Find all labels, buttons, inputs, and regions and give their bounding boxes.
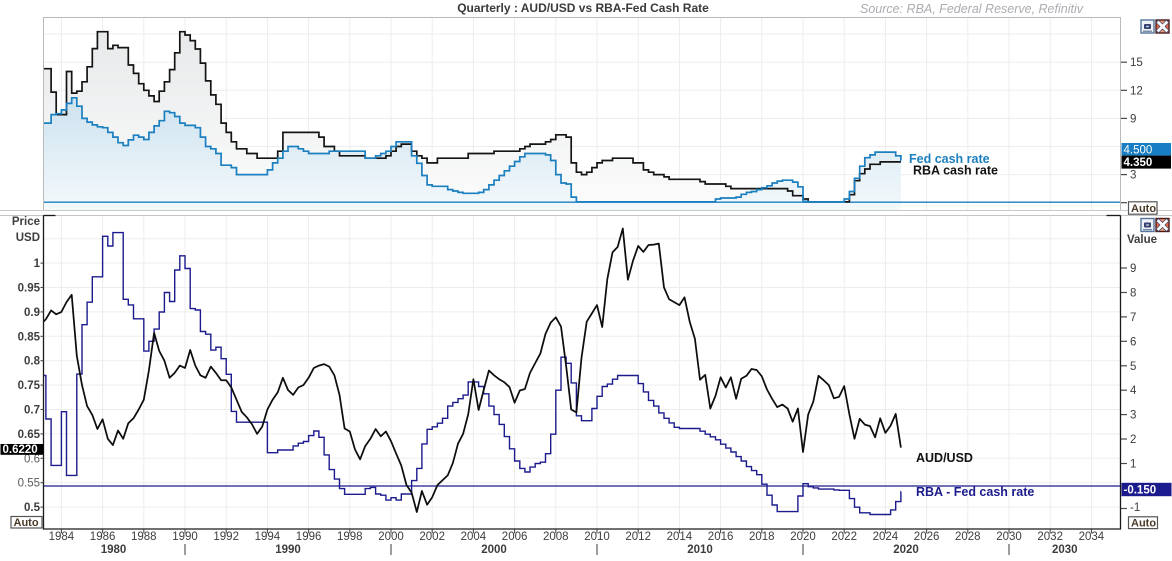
svg-text:1994: 1994 — [255, 531, 281, 543]
svg-text:2: 2 — [1130, 434, 1136, 446]
svg-text:0.5: 0.5 — [24, 502, 41, 514]
svg-text:1988: 1988 — [131, 531, 157, 543]
svg-text:AUD/USD: AUD/USD — [916, 451, 973, 465]
svg-text:Auto: Auto — [1131, 518, 1156, 530]
svg-text:4.500: 4.500 — [1124, 144, 1153, 156]
svg-text:2026: 2026 — [914, 531, 940, 543]
svg-text:2000: 2000 — [481, 544, 507, 556]
svg-text:8: 8 — [1130, 288, 1136, 300]
svg-text:RBA - Fed cash rate: RBA - Fed cash rate — [916, 485, 1034, 499]
svg-text:Source: RBA, Federal Reserve,: Source: RBA, Federal Reserve, Refinitiv — [860, 2, 1084, 16]
svg-text:2034: 2034 — [1079, 531, 1105, 543]
svg-text:4: 4 — [1130, 385, 1137, 397]
svg-text:2000: 2000 — [378, 531, 404, 543]
svg-text:2030: 2030 — [1052, 544, 1078, 556]
svg-text:Fed cash rate: Fed cash rate — [909, 152, 990, 166]
svg-text:2020: 2020 — [893, 544, 919, 556]
svg-text:15: 15 — [1130, 57, 1143, 69]
svg-text:-1: -1 — [1130, 502, 1140, 514]
svg-text:4.350: 4.350 — [1124, 157, 1153, 169]
svg-text:Auto: Auto — [1131, 203, 1156, 215]
svg-text:2014: 2014 — [667, 531, 693, 543]
svg-text:1996: 1996 — [296, 531, 322, 543]
svg-text:2016: 2016 — [708, 531, 734, 543]
svg-text:1984: 1984 — [49, 531, 75, 543]
svg-text:USD: USD — [16, 232, 40, 244]
svg-text:Price: Price — [12, 216, 40, 228]
svg-text:2010: 2010 — [687, 544, 713, 556]
svg-text:3: 3 — [1130, 410, 1136, 422]
svg-text:1990: 1990 — [172, 531, 198, 543]
svg-text:1990: 1990 — [275, 544, 301, 556]
svg-text:2012: 2012 — [625, 531, 651, 543]
svg-text:Value: Value — [1127, 234, 1157, 246]
svg-text:1: 1 — [34, 258, 41, 270]
svg-text:RBA cash rate: RBA cash rate — [913, 164, 998, 178]
svg-text:2020: 2020 — [790, 531, 816, 543]
svg-text:0.7: 0.7 — [24, 405, 40, 417]
svg-text:2030: 2030 — [996, 531, 1022, 543]
svg-text:0.6: 0.6 — [24, 453, 40, 465]
svg-text:5: 5 — [1130, 361, 1136, 373]
svg-text:0.55: 0.55 — [18, 478, 40, 490]
svg-text:6: 6 — [1130, 336, 1136, 348]
svg-text:2032: 2032 — [1037, 531, 1063, 543]
svg-text:2002: 2002 — [419, 531, 445, 543]
svg-text:-0.150: -0.150 — [1124, 485, 1157, 497]
svg-text:Auto: Auto — [14, 517, 39, 529]
svg-text:2024: 2024 — [873, 531, 899, 543]
svg-text:0.85: 0.85 — [18, 331, 41, 343]
svg-text:2004: 2004 — [461, 531, 487, 543]
svg-text:2028: 2028 — [955, 531, 981, 543]
svg-text:3: 3 — [1130, 170, 1136, 182]
svg-text:0.65: 0.65 — [18, 429, 41, 441]
svg-text:7: 7 — [1130, 312, 1136, 324]
svg-text:2006: 2006 — [502, 531, 528, 543]
svg-text:1998: 1998 — [337, 531, 363, 543]
svg-text:0.95: 0.95 — [18, 283, 41, 295]
svg-text:9: 9 — [1130, 113, 1136, 125]
svg-text:12: 12 — [1130, 85, 1143, 97]
svg-text:2010: 2010 — [584, 531, 610, 543]
svg-text:1986: 1986 — [90, 531, 116, 543]
svg-text:0.75: 0.75 — [18, 380, 41, 392]
svg-text:1: 1 — [1130, 459, 1136, 471]
svg-text:0.9: 0.9 — [24, 307, 40, 319]
svg-text:1992: 1992 — [213, 531, 239, 543]
svg-text:2008: 2008 — [543, 531, 569, 543]
svg-text:0.6220: 0.6220 — [3, 444, 38, 456]
svg-text:2018: 2018 — [749, 531, 775, 543]
svg-text:1980: 1980 — [101, 544, 127, 556]
svg-text:2022: 2022 — [831, 531, 857, 543]
svg-text:9: 9 — [1130, 263, 1136, 275]
svg-text:0.8: 0.8 — [24, 356, 41, 368]
svg-text:Quarterly : AUD/USD vs RBA-Fed: Quarterly : AUD/USD vs RBA-Fed Cash Rate — [457, 1, 709, 15]
